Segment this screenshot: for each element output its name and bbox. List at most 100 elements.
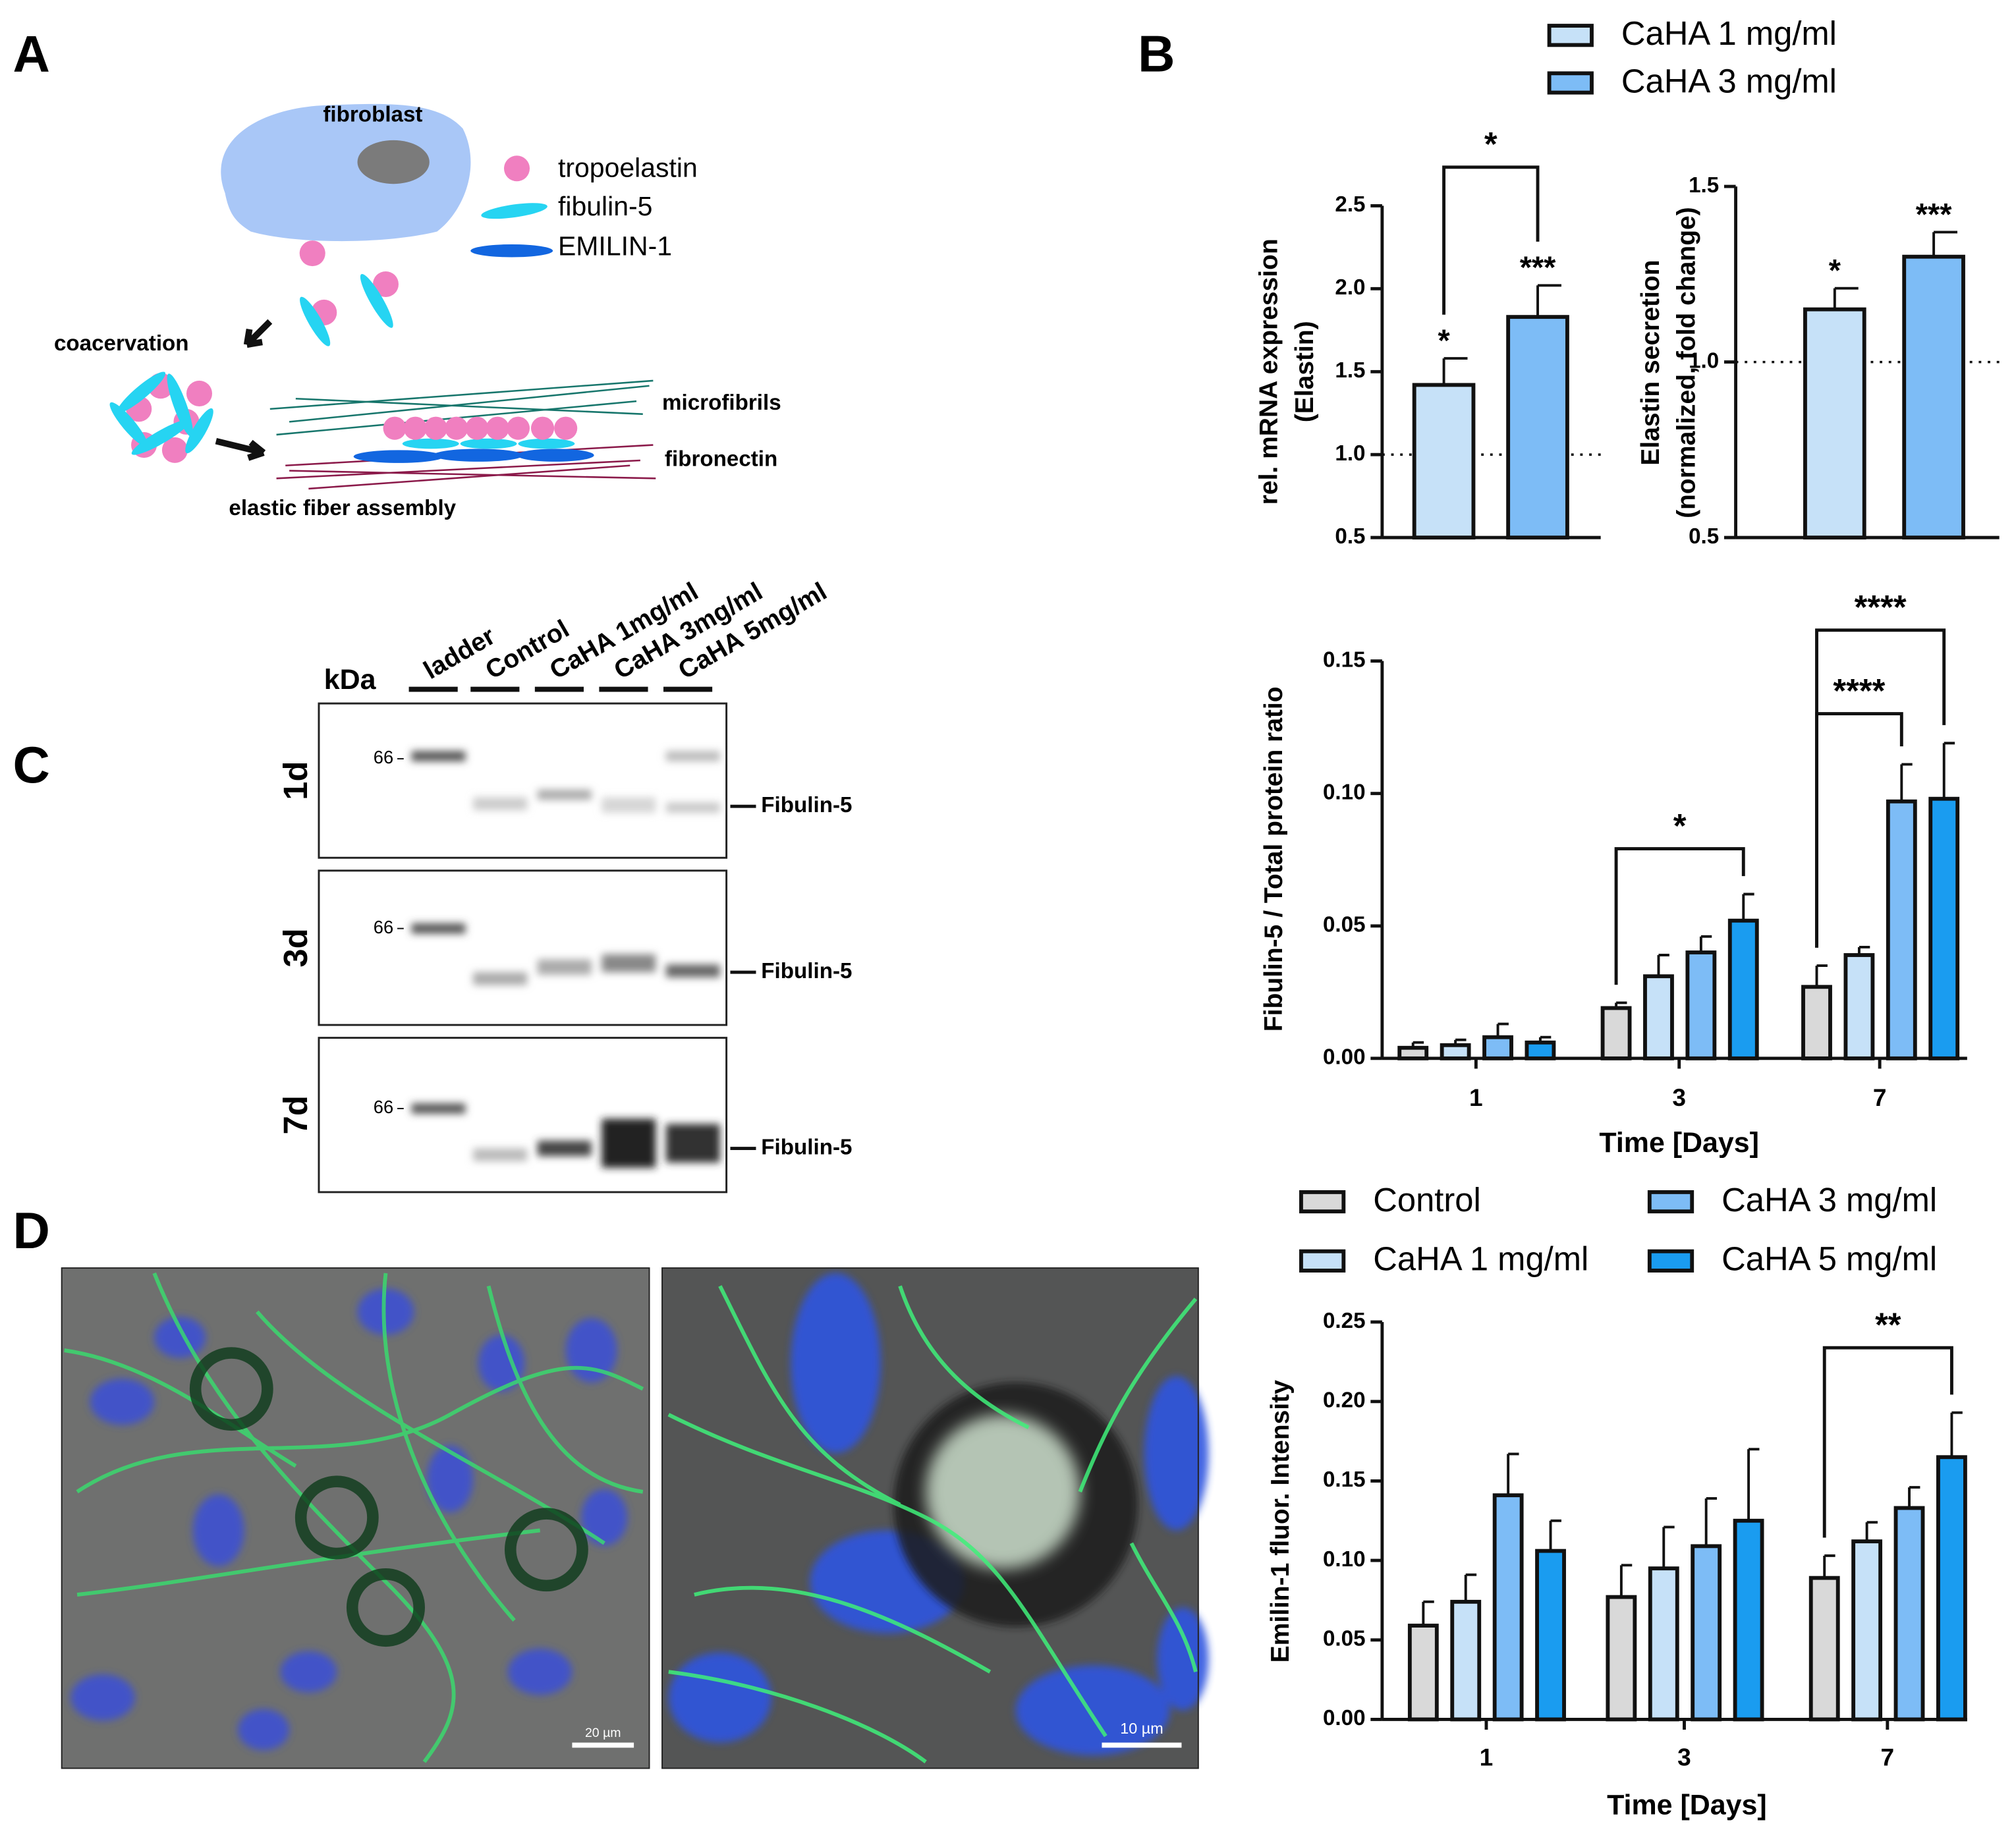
error-bar bbox=[1742, 892, 1754, 921]
error-bar bbox=[1411, 1041, 1424, 1048]
annotation: * bbox=[1484, 125, 1498, 163]
bar bbox=[1733, 1518, 1764, 1722]
diagram: fibroblast tropoelastin fibulin-5 EMILIN… bbox=[54, 102, 781, 520]
y-axis-label: (Elastin) bbox=[1291, 321, 1319, 422]
error-bar bbox=[1857, 945, 1870, 956]
bar bbox=[1928, 796, 1960, 1060]
fiber bbox=[353, 416, 594, 463]
label: fibronectin bbox=[665, 447, 777, 472]
y-tick-label: 0.20 bbox=[1323, 1388, 1366, 1413]
bar bbox=[1606, 1595, 1637, 1722]
band-label: Fibulin-5 bbox=[761, 1135, 852, 1159]
unit-label: kDa bbox=[324, 664, 377, 696]
bar bbox=[1803, 307, 1866, 540]
y-axis-label: Fibulin-5 / Total protein ratio bbox=[1260, 686, 1288, 1031]
legend-swatch bbox=[1647, 1190, 1694, 1214]
x-tick-label: 1 bbox=[1469, 1084, 1483, 1111]
label: tropoelastin bbox=[558, 153, 698, 183]
error-bar bbox=[1615, 1001, 1627, 1008]
error-bar bbox=[1950, 1411, 1963, 1458]
error-bar bbox=[1865, 1521, 1878, 1542]
panel-label: C bbox=[13, 736, 50, 794]
bands bbox=[411, 751, 720, 1168]
bar bbox=[1851, 1539, 1883, 1722]
significance: * bbox=[1438, 323, 1450, 358]
error-bar bbox=[1815, 964, 1828, 987]
error-bar bbox=[1496, 1022, 1509, 1037]
error-bar bbox=[1699, 935, 1712, 952]
legend-label: Control bbox=[1373, 1181, 1481, 1219]
y-axis-label: rel. mRNA expression bbox=[1254, 238, 1283, 505]
bar bbox=[1600, 1006, 1632, 1060]
significance: *** bbox=[1520, 250, 1556, 285]
bar bbox=[1685, 950, 1717, 1060]
label: EMILIN-1 bbox=[558, 231, 672, 261]
x-tick-label: 7 bbox=[1881, 1743, 1895, 1771]
x-tick-label: 3 bbox=[1677, 1743, 1691, 1771]
error-bar bbox=[1442, 357, 1468, 385]
bar bbox=[1506, 315, 1569, 540]
y-tick-label: 1.0 bbox=[1689, 348, 1719, 373]
label: microfibrils bbox=[662, 391, 781, 415]
error-bar bbox=[1823, 1554, 1835, 1578]
panel-label: D bbox=[13, 1201, 50, 1259]
error-bar bbox=[1549, 1519, 1561, 1551]
charts: 0.51.01.52.02.5*CaHA 1 mg/ml***CaHA 3 mg… bbox=[1254, 14, 2000, 1821]
bar bbox=[1808, 1576, 1840, 1722]
band-label: Fibulin-5 bbox=[761, 959, 852, 983]
y-tick-label: 0.10 bbox=[1323, 1547, 1366, 1572]
legend-label: CaHA 1 mg/ml bbox=[1621, 14, 1837, 52]
error-bar bbox=[1662, 1525, 1675, 1569]
error-bar bbox=[1908, 1486, 1920, 1508]
icon bbox=[504, 155, 530, 182]
annotation: ** bbox=[1875, 1305, 1901, 1343]
cell bbox=[221, 103, 471, 242]
y-tick-label: 0.25 bbox=[1323, 1309, 1366, 1333]
y-tick-label: 0.10 bbox=[1323, 780, 1366, 804]
y-tick-label: 0.05 bbox=[1323, 913, 1366, 937]
bar bbox=[1886, 799, 1917, 1060]
y-tick-label: 0.5 bbox=[1689, 524, 1719, 549]
error-bar bbox=[1454, 1038, 1467, 1045]
error-bar bbox=[1538, 1035, 1552, 1043]
significance: *** bbox=[1916, 197, 1952, 231]
error-bar bbox=[1422, 1600, 1434, 1626]
arrow bbox=[215, 437, 266, 461]
label: coacervation bbox=[54, 331, 189, 356]
bar bbox=[1535, 1549, 1566, 1722]
bar bbox=[1843, 953, 1875, 1060]
y-tick-label: 2.5 bbox=[1335, 192, 1365, 217]
y-tick-label: 0.5 bbox=[1335, 524, 1365, 549]
y-tick-label: 1.0 bbox=[1335, 441, 1365, 466]
error-bar bbox=[1942, 742, 1955, 799]
y-tick-label: 0.00 bbox=[1323, 1045, 1366, 1070]
nucleus bbox=[357, 140, 430, 184]
x-tick-label: 1 bbox=[1480, 1743, 1494, 1771]
marker-ticks bbox=[397, 757, 404, 1109]
legend-swatch bbox=[1547, 71, 1594, 95]
label: elastic fiber assembly bbox=[229, 496, 456, 520]
legend-swatch bbox=[1299, 1249, 1346, 1273]
error-bar bbox=[1464, 1573, 1477, 1602]
bracket bbox=[1815, 628, 1946, 948]
icon bbox=[360, 273, 393, 328]
label: fibulin-5 bbox=[558, 191, 652, 221]
scale-label: 10 µm bbox=[1120, 1720, 1163, 1737]
coacervate bbox=[109, 371, 213, 463]
icon bbox=[372, 271, 399, 298]
bar bbox=[1397, 1045, 1429, 1060]
bar bbox=[1936, 1455, 1967, 1722]
y-tick-label: 1.5 bbox=[1335, 358, 1365, 383]
annotation: **** bbox=[1833, 672, 1885, 709]
legend-swatch bbox=[1547, 24, 1594, 47]
y-tick-label: 0.15 bbox=[1323, 1468, 1366, 1492]
bar bbox=[1492, 1493, 1524, 1722]
y-tick-label: 0.15 bbox=[1323, 647, 1366, 672]
lane-label: ladder bbox=[419, 622, 500, 685]
blot-frame bbox=[318, 869, 728, 1026]
bar bbox=[1407, 1624, 1439, 1722]
bar bbox=[1440, 1043, 1471, 1060]
panel-label: B bbox=[1138, 24, 1175, 82]
